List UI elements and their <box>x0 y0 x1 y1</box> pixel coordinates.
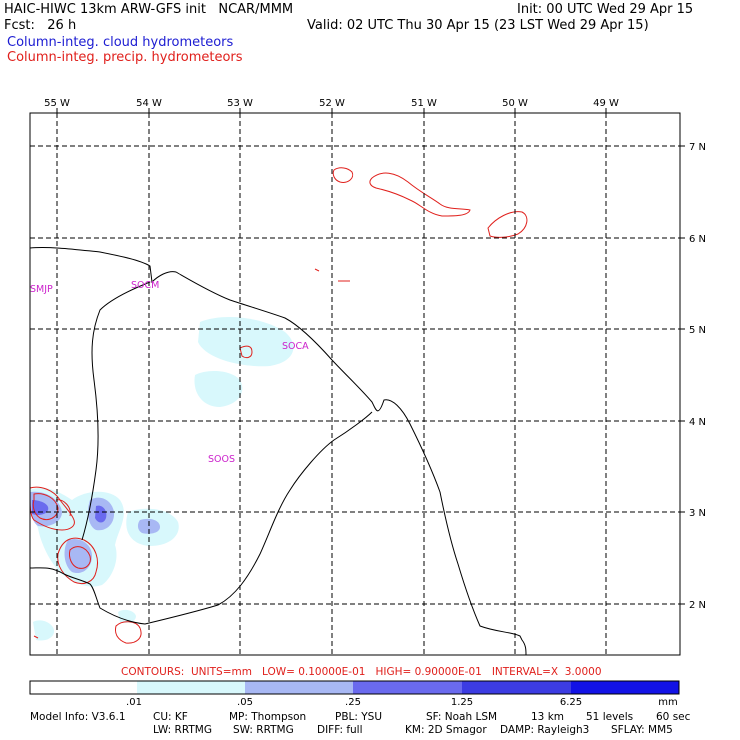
colorbar-tick: .25 <box>345 697 361 708</box>
model-info-item: 60 sec <box>656 711 691 723</box>
coastline <box>29 246 527 656</box>
model-info-item: SW: RRTMG <box>233 724 294 736</box>
lat-label: 6 N <box>689 234 706 245</box>
model-info-item: Model Info: V3.6.1 <box>30 711 126 723</box>
colorbar-frame <box>29 680 680 695</box>
model-info-item: PBL: YSU <box>335 711 383 723</box>
cloud-fill-light <box>30 317 294 641</box>
map-frame <box>29 112 681 656</box>
lat-lon-grid <box>30 113 680 655</box>
cloud-fill-dark <box>32 500 107 523</box>
init-time: Init: 00 UTC Wed 29 Apr 15 <box>517 2 694 17</box>
lat-label: 4 N <box>689 417 706 428</box>
colorbar-tick: 6.25 <box>560 697 582 708</box>
top-ticks <box>56 108 607 113</box>
precip-contours <box>29 167 528 644</box>
header-title: HAIC-HIWC 13km ARW-GFS init NCAR/MMM <box>4 2 294 17</box>
colorbar-bin <box>245 681 353 694</box>
model-info-item: MP: Thompson <box>229 711 307 723</box>
model-info-item: 13 km <box>531 711 565 723</box>
lat-label: 7 N <box>689 142 706 153</box>
model-info-item: SF: Noah LSM <box>426 711 498 723</box>
lon-label: 54 W <box>136 98 162 109</box>
station-smjp: SMJP <box>30 284 53 295</box>
model-info-item: DIFF: full <box>317 724 363 736</box>
colorbar-bin <box>30 681 137 694</box>
lon-label: 49 W <box>593 98 619 109</box>
lon-label: 50 W <box>502 98 528 109</box>
colorbar: .01 .05 .25 1.25 6.25 mm <box>29 680 680 708</box>
lon-label: 55 W <box>44 98 70 109</box>
lon-label: 52 W <box>319 98 345 109</box>
model-info-item: CU: KF <box>153 711 188 723</box>
valid-time: Valid: 02 UTC Thu 30 Apr 15 (23 LST Wed … <box>307 18 649 33</box>
lat-label: 2 N <box>689 600 706 611</box>
station-labels: SMJP SOCM SOCA SOOS <box>30 280 309 465</box>
station-soca: SOCA <box>282 341 309 352</box>
station-socm: SOCM <box>131 280 159 291</box>
forecast-hour: Fcst: 26 h <box>4 18 77 33</box>
lon-labels: 55 W 54 W 53 W 52 W 51 W 50 W 49 W <box>44 98 619 109</box>
station-soos: SOOS <box>208 454 235 465</box>
colorbar-tick: .05 <box>237 697 253 708</box>
colorbar-bin <box>462 681 571 694</box>
contours-info: CONTOURS: UNITS=mm LOW= 0.10000E-01 HIGH… <box>121 666 602 678</box>
field-label-precip: Column-integ. precip. hydrometeors <box>7 50 243 65</box>
lon-label: 53 W <box>227 98 253 109</box>
colorbar-tick: .01 <box>126 697 142 708</box>
model-info-item: SFLAY: MM5 <box>611 724 673 736</box>
model-info: Model Info: V3.6.1 CU: KF MP: Thompson P… <box>0 712 740 740</box>
colorbar-bin <box>353 681 462 694</box>
colorbar-tick: 1.25 <box>451 697 473 708</box>
lat-label: 3 N <box>689 508 706 519</box>
model-info-item: 51 levels <box>586 711 634 723</box>
model-info-item: KM: 2D Smagor <box>405 724 487 736</box>
lat-labels: 7 N 6 N 5 N 4 N 3 N 2 N <box>689 142 706 611</box>
colorbar-bin <box>137 681 245 694</box>
model-info-item: DAMP: Rayleigh3 <box>500 724 590 736</box>
model-info-item: LW: RRTMG <box>153 724 212 736</box>
lon-label: 51 W <box>411 98 437 109</box>
lat-label: 5 N <box>689 325 706 336</box>
colorbar-bin <box>571 681 679 694</box>
field-label-cloud: Column-integ. cloud hydrometeors <box>7 35 234 50</box>
right-ticks <box>680 145 685 605</box>
colorbar-unit: mm <box>658 697 677 708</box>
